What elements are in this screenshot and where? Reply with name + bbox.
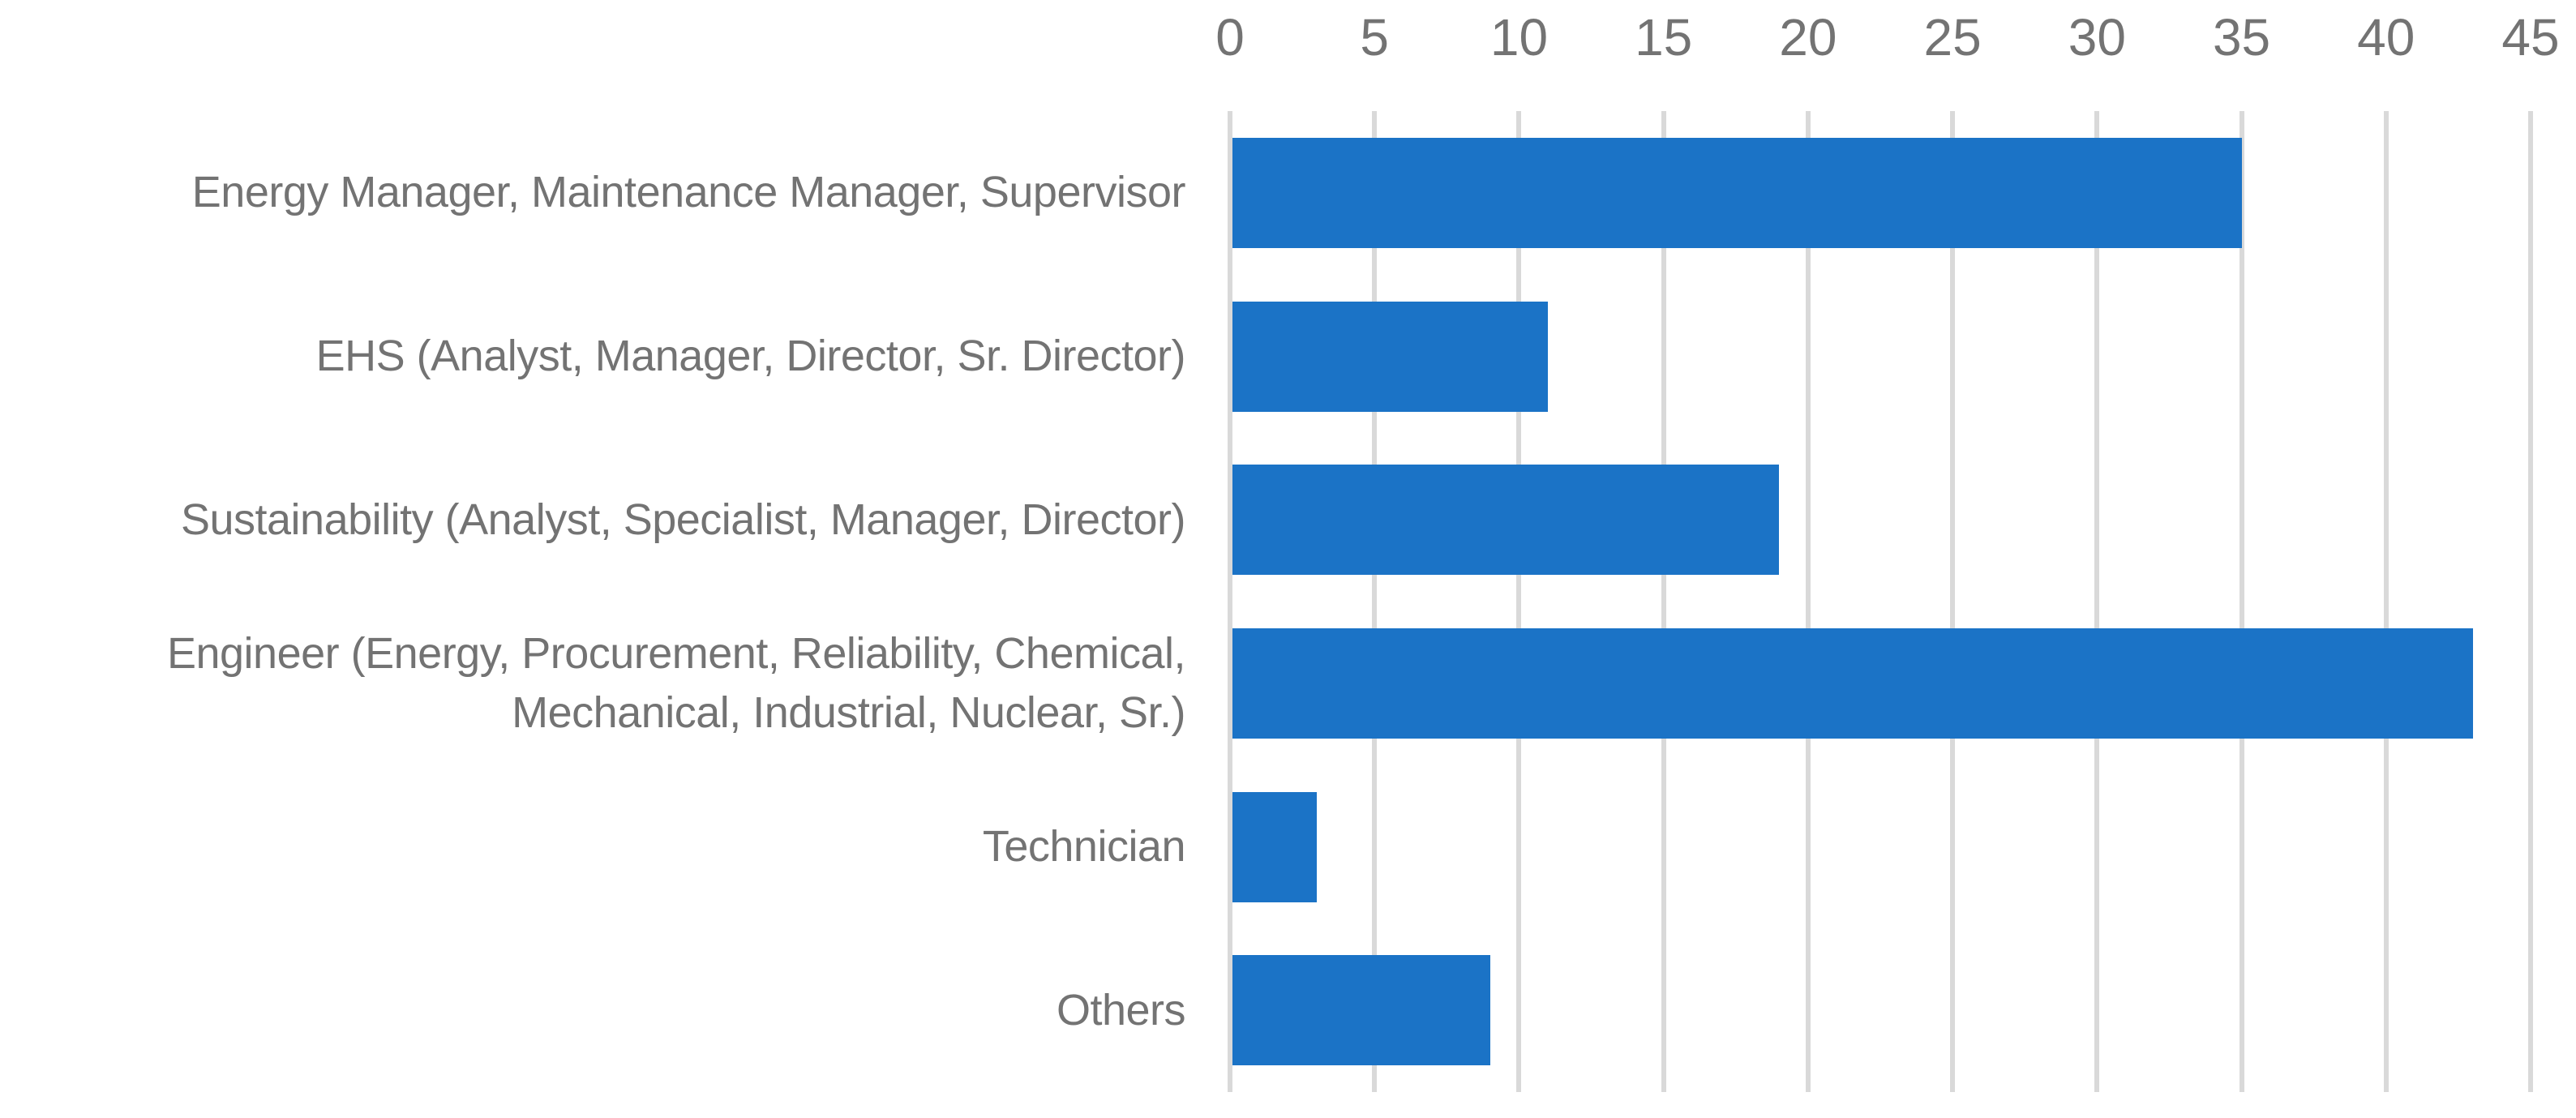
bar [1232,301,1549,412]
value-axis-line [1228,111,1232,1092]
gridline [1516,111,1522,1092]
gridline [1950,111,1956,1092]
x-tick-label: 0 [1215,8,1245,66]
bar [1232,791,1317,902]
x-tick-label: 15 [1635,8,1693,66]
bar [1232,137,2242,248]
x-tick-label: 40 [2357,8,2415,66]
bar [1232,955,1490,1066]
category-label: Engineer (Energy, Procurement, Reliabili… [166,628,1186,737]
gridline [1661,111,1666,1092]
gridline [2383,111,2389,1092]
x-tick-label: 30 [2068,8,2126,66]
x-tick-label: 20 [1779,8,1837,66]
gridline [2094,111,2100,1092]
x-tick-label: 25 [1923,8,1982,66]
category-label: Others [1056,985,1186,1034]
x-tick-label: 10 [1489,8,1549,66]
category-label: Energy Manager, Maintenance Manager, Sup… [191,168,1186,217]
bar [1232,628,2473,739]
x-tick-label: 45 [2501,8,2560,66]
x-tick-label: 5 [1360,8,1390,66]
gridline [1805,111,1811,1092]
gridline [2528,111,2533,1092]
bar [1232,465,1780,576]
gridline [2239,111,2244,1092]
gridline [1372,111,1378,1092]
category-label: EHS (Analyst, Manager, Director, Sr. Dir… [315,332,1186,381]
x-tick-label: 35 [2212,8,2271,66]
category-label: Sustainability (Analyst, Specialist, Man… [180,495,1186,544]
category-label: Technician [982,822,1186,872]
